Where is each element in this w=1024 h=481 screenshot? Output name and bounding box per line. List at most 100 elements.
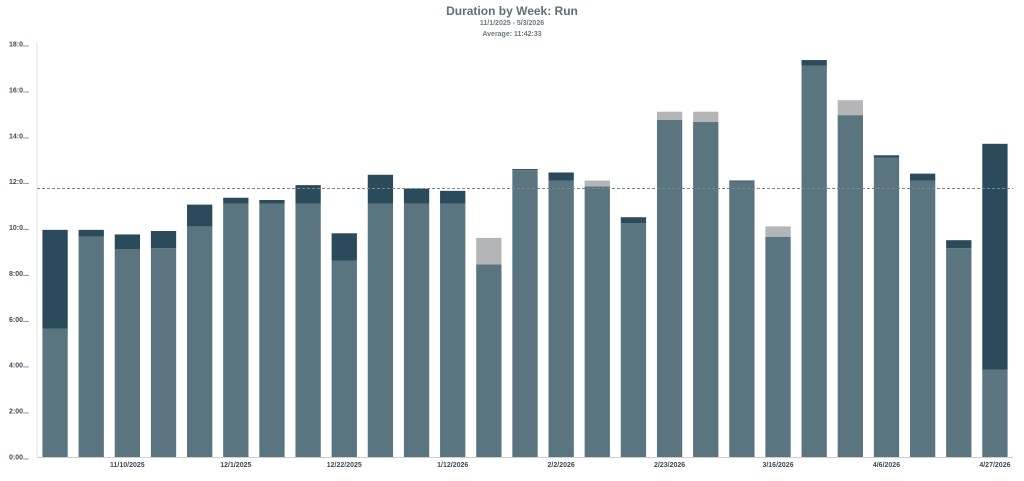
y-tick-label: 12:0... [9,179,29,186]
bar-segment-base [982,369,1008,457]
bar-segment-dark [801,60,827,66]
bar-segment-base [801,65,827,457]
x-tick-label: 11/10/2025 [110,462,145,469]
bar-group [150,230,177,457]
bar-group [656,111,683,457]
bar-segment-base [512,170,538,457]
x-tick-label: 2/23/2026 [654,462,685,469]
bar-segment-light [765,226,791,237]
bar-segment-base [873,157,900,457]
bar-group [693,111,719,457]
bar-group [331,233,357,457]
bar-segment-dark [331,233,357,261]
bar-segment-base [331,260,357,457]
bar-group [259,200,285,457]
bar-segment-light [837,100,863,116]
bar-segment-base [403,203,430,457]
bar-group [403,188,430,457]
y-tick-label: 10:0... [9,225,29,232]
x-tick-label: 4/27/2026 [979,462,1010,469]
bar-segment-dark [187,204,213,227]
bar-group [765,226,791,457]
y-tick-label: 0:00... [9,455,29,462]
bar-group [223,197,249,457]
bar-segment-light [656,111,683,120]
bar-segment-base [837,115,863,457]
bar-segment-light [584,180,610,187]
bar-segment-dark [367,174,394,204]
bar-segment-dark [42,229,68,329]
bar-segment-base [656,119,683,457]
chart-title: Duration by Week: Run [446,4,578,18]
x-tick-label: 2/2/2026 [548,462,575,469]
x-axis: 11/10/2025 12/1/2025 12/22/2025 1/12/2026 2/… [37,457,1013,469]
bar-segment-dark [78,229,104,237]
bar-group [873,155,900,457]
bar-group [946,240,972,457]
y-tick-label: 2:00... [9,409,29,416]
bar-segment-base [909,180,936,457]
bar-group [187,204,213,457]
bar-group [78,229,104,457]
bar-segment-dark [440,190,466,204]
bar-group [548,172,574,457]
bar-segment-dark [150,230,177,249]
y-tick-label: 4:00... [9,363,29,370]
bar-group [367,174,394,457]
bar-group [476,237,502,457]
bar-segment-base [223,203,249,457]
bar-segment-base [42,328,68,457]
y-tick-label: 6:00... [9,317,29,324]
y-axis: 0:00... 2:00... 4:00... 6:00... 8:00... 10:0.… [9,42,38,462]
bar-group [440,190,466,457]
y-tick-label: 16:0... [9,87,29,94]
bar-segment-dark [223,197,249,204]
bar-segment-base [693,122,719,457]
bar-segment-base [150,248,177,457]
bar-group [982,143,1008,457]
bar-group [801,60,827,457]
x-tick-label: 4/6/2026 [873,462,900,469]
bar-segment-dark [114,234,141,250]
y-tick-label: 8:00... [9,271,29,278]
bar-segment-dark [909,173,936,181]
x-tick-label: 12/1/2025 [220,462,251,469]
bar-segment-dark [403,188,430,204]
bar-segment-base [187,226,213,457]
bar-segment-base [548,180,574,457]
bar-group [512,169,538,457]
bar-segment-base [476,264,502,457]
y-tick-label: 18:0... [9,42,29,49]
bar-segment-dark [946,240,972,249]
bar-group [837,100,863,457]
bar-segment-base [295,203,321,457]
bar-segment-dark [729,180,755,182]
bar-segment-base [78,236,104,457]
bar-group [620,217,647,457]
x-tick-label: 1/12/2026 [437,462,468,469]
bar-group [42,229,68,457]
bar-segment-base [440,203,466,457]
bar-group [114,234,141,457]
bar-segment-base [259,203,285,457]
y-tick-label: 14:0... [9,133,29,140]
bar-segment-base [367,203,394,457]
bar-group [295,185,321,457]
chart-subtitle: 11/1/2025 - 5/3/2026 [479,20,545,27]
bar-segment-base [729,181,755,457]
bar-segment-dark [259,200,285,204]
bar-segment-base [114,249,141,457]
bar-segment-base [584,186,610,457]
bar-group [729,180,755,457]
bar-segment-base [946,248,972,457]
bar-segment-dark [620,217,647,223]
bar-segment-base [765,236,791,457]
x-tick-label: 3/16/2026 [762,462,793,469]
bars [42,60,1008,457]
bar-segment-dark [548,172,574,181]
bar-segment-dark [512,169,538,171]
bar-group [909,173,936,457]
bar-segment-dark [982,143,1008,370]
bar-segment-light [693,111,719,123]
